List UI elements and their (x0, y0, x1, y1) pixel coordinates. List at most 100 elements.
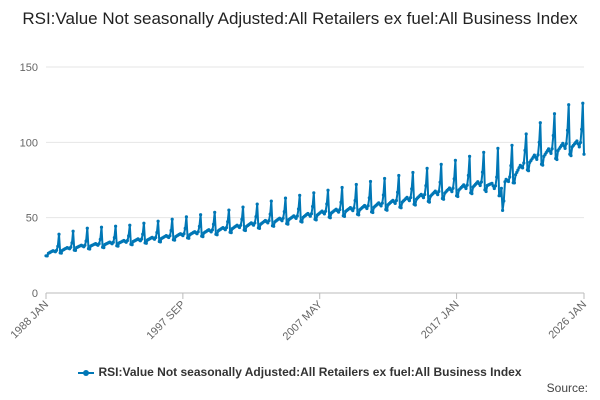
data-point[interactable] (555, 157, 559, 162)
data-point[interactable] (125, 239, 129, 243)
data-point[interactable] (393, 201, 397, 205)
data-point[interactable] (197, 224, 201, 228)
data-point[interactable] (243, 228, 247, 233)
data-point[interactable] (399, 206, 403, 210)
data-point[interactable] (73, 248, 78, 252)
data-point[interactable] (241, 205, 245, 209)
data-point[interactable] (379, 204, 383, 208)
data-point[interactable] (140, 237, 144, 241)
data-point[interactable] (512, 181, 517, 185)
data-point[interactable] (575, 139, 579, 143)
data-point[interactable] (56, 244, 60, 248)
data-point[interactable] (413, 203, 417, 207)
data-point[interactable] (254, 215, 258, 219)
data-point[interactable] (294, 216, 298, 220)
data-point[interactable] (482, 150, 486, 154)
data-point[interactable] (552, 112, 557, 116)
data-point[interactable] (563, 146, 567, 150)
data-point[interactable] (337, 210, 341, 214)
data-point[interactable] (409, 196, 413, 200)
data-point[interactable] (478, 183, 482, 188)
data-point[interactable] (312, 191, 316, 195)
data-point[interactable] (526, 169, 531, 173)
data-point[interactable] (492, 186, 496, 191)
data-point[interactable] (368, 179, 373, 184)
data-point[interactable] (502, 199, 506, 203)
data-point[interactable] (99, 225, 104, 229)
data-point[interactable] (213, 210, 217, 214)
data-point[interactable] (295, 214, 299, 218)
data-point[interactable] (423, 192, 427, 197)
data-point[interactable] (296, 207, 301, 211)
data-point[interactable] (577, 145, 581, 149)
data-point[interactable] (338, 208, 342, 212)
data-point[interactable] (283, 196, 288, 200)
data-point[interactable] (411, 170, 415, 175)
data-point[interactable] (493, 184, 498, 188)
data-point[interactable] (215, 233, 219, 237)
data-point[interactable] (523, 148, 527, 152)
data-point[interactable] (495, 175, 499, 179)
data-point[interactable] (466, 173, 470, 177)
data-point[interactable] (508, 175, 512, 179)
data-point[interactable] (116, 244, 120, 248)
data-point[interactable] (282, 210, 286, 214)
data-point[interactable] (380, 201, 384, 205)
data-point[interactable] (211, 222, 216, 226)
data-point[interactable] (535, 157, 539, 161)
data-point[interactable] (484, 189, 488, 194)
data-point[interactable] (309, 212, 314, 216)
data-point[interactable] (170, 217, 174, 221)
data-point[interactable] (85, 226, 89, 230)
data-point[interactable] (353, 198, 357, 203)
data-point[interactable] (436, 193, 440, 197)
data-point[interactable] (227, 208, 231, 212)
data-point[interactable] (88, 247, 92, 251)
data-point[interactable] (501, 208, 505, 212)
data-point[interactable] (562, 144, 566, 148)
data-point[interactable] (224, 226, 229, 230)
data-point[interactable] (479, 180, 483, 184)
data-point[interactable] (424, 184, 428, 188)
data-point[interactable] (83, 243, 87, 247)
data-point[interactable] (196, 230, 200, 234)
data-point[interactable] (269, 199, 273, 203)
data-point[interactable] (69, 245, 73, 249)
data-point[interactable] (465, 183, 469, 187)
data-point[interactable] (537, 140, 541, 144)
data-point[interactable] (257, 226, 262, 230)
data-point[interactable] (280, 219, 284, 223)
data-point[interactable] (385, 208, 389, 212)
data-point[interactable] (255, 202, 259, 206)
data-point[interactable] (112, 236, 116, 240)
data-point[interactable] (498, 194, 502, 198)
data-point[interactable] (425, 166, 429, 170)
data-point[interactable] (84, 239, 88, 243)
data-point[interactable] (567, 103, 571, 107)
data-point[interactable] (541, 163, 545, 167)
data-point[interactable] (324, 209, 328, 213)
data-point[interactable] (114, 224, 118, 228)
data-point[interactable] (510, 143, 514, 147)
data-point[interactable] (286, 222, 290, 226)
data-point[interactable] (396, 190, 400, 194)
data-point[interactable] (381, 193, 385, 197)
data-point[interactable] (59, 251, 63, 255)
data-point[interactable] (569, 154, 573, 158)
data-point[interactable] (580, 127, 584, 131)
data-point[interactable] (326, 188, 330, 192)
data-point[interactable] (130, 243, 134, 247)
data-point[interactable] (281, 216, 285, 220)
data-point[interactable] (253, 221, 257, 225)
data-point[interactable] (144, 241, 148, 245)
data-point[interactable] (168, 234, 172, 238)
data-point[interactable] (311, 204, 315, 209)
data-point[interactable] (325, 202, 329, 206)
data-point[interactable] (551, 133, 555, 138)
data-point[interactable] (357, 213, 361, 217)
data-point[interactable] (173, 238, 177, 242)
legend[interactable]: RSI:Value Not seasonally Adjusted:All Re… (0, 365, 600, 379)
data-point[interactable] (71, 229, 75, 233)
data-point[interactable] (184, 215, 188, 219)
data-point[interactable] (352, 206, 356, 210)
